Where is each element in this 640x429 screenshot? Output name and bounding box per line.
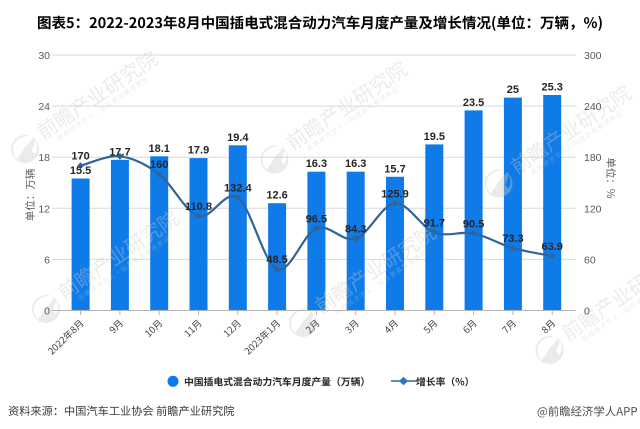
svg-text:15.5: 15.5 [70,165,91,177]
svg-text:23.5: 23.5 [463,97,484,109]
svg-text:96.5: 96.5 [306,213,327,225]
svg-text:300: 300 [584,50,602,62]
svg-text:110.8: 110.8 [185,201,212,213]
svg-text:132.4: 132.4 [224,183,252,195]
svg-text:90.5: 90.5 [463,218,484,230]
svg-text:18: 18 [38,152,50,164]
svg-text:240: 240 [584,101,602,113]
svg-text:17.7: 17.7 [109,146,130,158]
svg-text:84.3: 84.3 [345,224,366,236]
svg-text:63.9: 63.9 [541,241,562,253]
svg-text:180: 180 [584,152,602,164]
svg-text:60: 60 [584,254,596,266]
svg-text:170: 170 [71,151,89,163]
svg-text:18.1: 18.1 [148,143,169,155]
svg-text:91.7: 91.7 [424,217,445,229]
svg-text:30: 30 [38,50,50,62]
svg-text:160: 160 [150,159,168,171]
svg-text:12.6: 12.6 [266,190,287,202]
svg-text:0: 0 [584,306,590,318]
svg-text:19.5: 19.5 [424,131,445,143]
svg-text:25.3: 25.3 [541,82,562,94]
svg-text:125.9: 125.9 [381,188,409,200]
svg-text:24: 24 [38,101,50,113]
svg-text:25: 25 [507,84,519,96]
svg-text:16.3: 16.3 [345,158,366,170]
svg-text:73.3: 73.3 [502,233,523,245]
svg-text:16.3: 16.3 [306,158,327,170]
svg-text:6: 6 [44,254,50,266]
svg-text:19.4: 19.4 [227,132,249,144]
svg-text:12: 12 [38,203,50,215]
svg-text:120: 120 [584,203,602,215]
svg-text:0: 0 [44,306,50,318]
svg-text:17.9: 17.9 [188,145,209,157]
svg-text:48.5: 48.5 [266,254,287,266]
svg-text:15.7: 15.7 [384,163,405,175]
